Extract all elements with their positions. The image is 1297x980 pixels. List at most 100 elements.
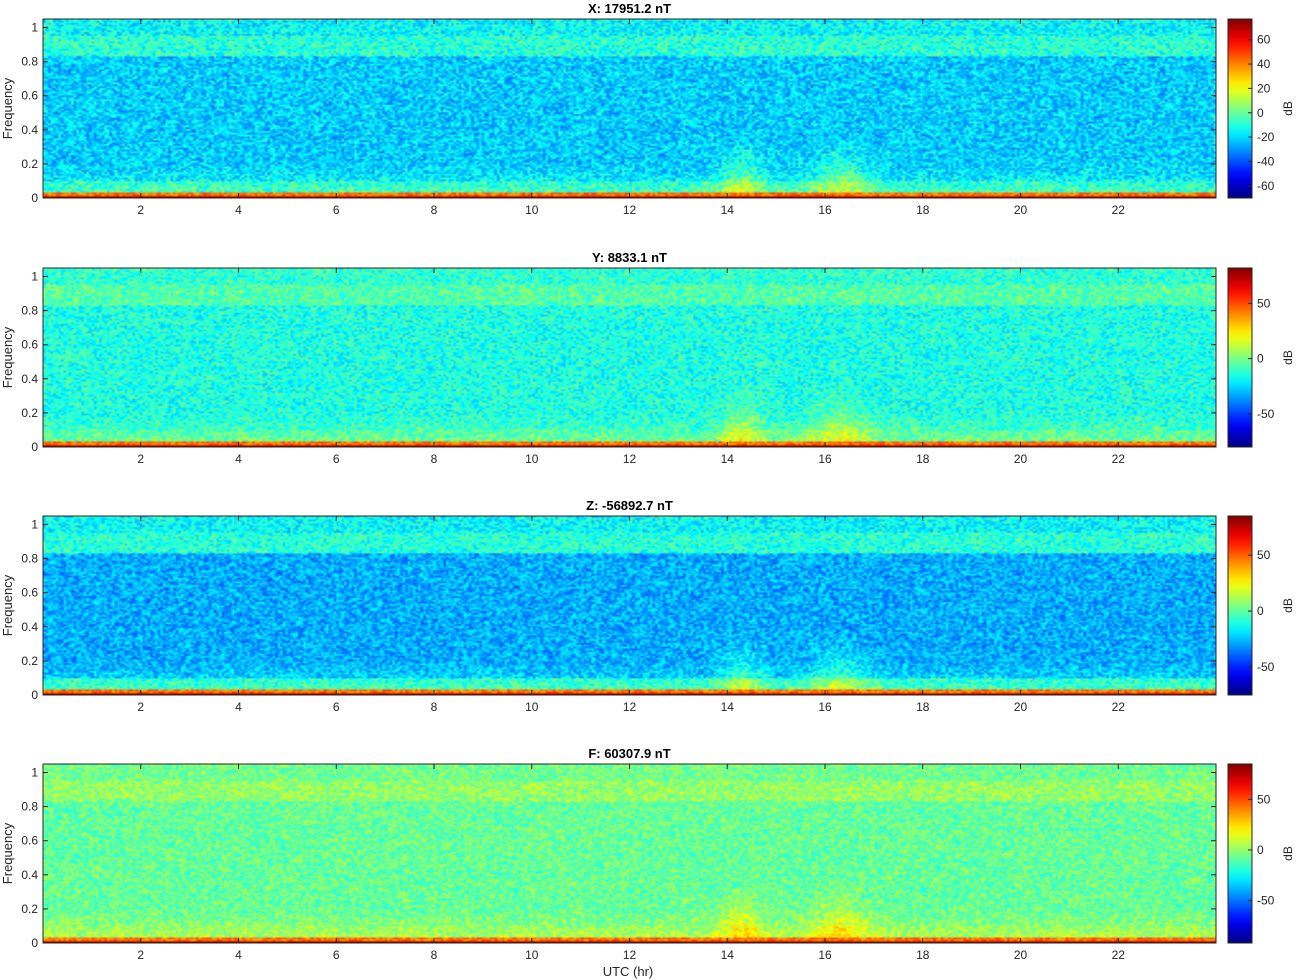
panel-title: F: 60307.9 nT [588, 746, 670, 761]
y-tick-label: 1 [31, 766, 38, 780]
colorbar-tick-label: 60 [1257, 33, 1271, 47]
y-tick-label: 0.6 [21, 834, 38, 848]
colorbar-tick-label: -50 [1257, 407, 1275, 421]
y-tick-label: 1 [31, 21, 38, 35]
x-tick-label: 12 [623, 700, 637, 714]
y-tick-label: 0.6 [21, 338, 38, 352]
x-tick-label: 2 [137, 203, 144, 217]
colorbar-tick-label: 20 [1257, 81, 1271, 95]
y-tick-label: 0.2 [21, 902, 38, 916]
x-tick-label: 10 [525, 203, 539, 217]
y-axis-label: Frequency [0, 822, 15, 884]
x-tick-label: 20 [1014, 700, 1028, 714]
panel-z: Z: -56892.7 nT2 4 6 8 10 12 14 16 18 20 2200.20.40… [0, 498, 1295, 714]
x-tick-label: 22 [1112, 452, 1126, 466]
x-tick-label: 4 [235, 948, 242, 962]
x-tick-label: 2 [137, 700, 144, 714]
x-tick-label: 8 [431, 700, 438, 714]
colorbar-tick-label: 0 [1257, 352, 1264, 366]
y-tick-label: 0 [31, 688, 38, 702]
x-tick-label: 6 [333, 203, 340, 217]
x-tick-label: 4 [235, 452, 242, 466]
colorbar-tick-label: -60 [1257, 179, 1275, 193]
x-tick-label: 16 [818, 948, 832, 962]
y-tick-label: 0 [31, 191, 38, 205]
x-tick-label: 18 [916, 948, 930, 962]
x-tick-label: 4 [235, 700, 242, 714]
y-tick-label: 0.2 [21, 157, 38, 171]
y-tick-label: 0.4 [21, 123, 38, 137]
colorbar-label: dB [1281, 101, 1295, 116]
spectrogram-image [43, 268, 1216, 447]
x-tick-label: 22 [1112, 203, 1126, 217]
y-tick-label: 0.8 [21, 304, 38, 318]
x-tick-label: 12 [623, 948, 637, 962]
x-tick-label: 4 [235, 203, 242, 217]
panel-title: Y: 8833.1 nT [592, 250, 667, 265]
x-tick-label: 16 [818, 700, 832, 714]
x-tick-label: 16 [818, 203, 832, 217]
colorbar-tick-label: -50 [1257, 894, 1275, 908]
panel-x: X: 17951.2 nT2 4 6 8 10 12 14 16 18 20 2200.20.40.… [0, 1, 1295, 217]
x-tick-label: 10 [525, 452, 539, 466]
colorbar-tick-label: 0 [1257, 604, 1264, 618]
x-tick-label: 6 [333, 452, 340, 466]
y-tick-label: 1 [31, 518, 38, 532]
x-tick-label: 18 [916, 452, 930, 466]
panel-y: Y: 8833.1 nT2 4 6 8 10 12 14 16 18 20 2200.20.40.6… [0, 250, 1295, 466]
panel-f: F: 60307.9 nT2 4 6 8 10 12 14 16 18 20 2200.20.40.… [0, 746, 1295, 962]
x-tick-label: 8 [431, 203, 438, 217]
x-tick-label: 14 [721, 700, 735, 714]
x-tick-label: 8 [431, 948, 438, 962]
colorbar-tick-label: -50 [1257, 660, 1275, 674]
x-axis-label: UTC (hr) [603, 964, 654, 979]
y-tick-label: 0.4 [21, 372, 38, 386]
x-tick-label: 20 [1014, 203, 1028, 217]
y-tick-label: 0.2 [21, 406, 38, 420]
x-tick-label: 14 [721, 948, 735, 962]
x-tick-label: 16 [818, 452, 832, 466]
y-axis-label: Frequency [0, 326, 15, 388]
x-tick-label: 2 [137, 452, 144, 466]
y-tick-label: 0.4 [21, 620, 38, 634]
colorbar-tick-label: -20 [1257, 130, 1275, 144]
x-tick-label: 6 [333, 700, 340, 714]
x-tick-label: 20 [1014, 452, 1028, 466]
colorbar [1227, 267, 1253, 448]
x-tick-label: 12 [623, 452, 637, 466]
y-tick-label: 0.6 [21, 586, 38, 600]
colorbar-tick-label: 0 [1257, 843, 1264, 857]
y-axis-label: Frequency [0, 77, 15, 139]
colorbar [1227, 515, 1253, 696]
y-tick-label: 1 [31, 270, 38, 284]
spectrogram-image [43, 516, 1216, 695]
panel-title: X: 17951.2 nT [588, 1, 671, 16]
y-tick-label: 0.6 [21, 89, 38, 103]
colorbar-label: dB [1281, 846, 1295, 861]
spectrogram-image [43, 764, 1216, 943]
colorbar-tick-label: 50 [1257, 296, 1271, 310]
spectrogram-image [43, 19, 1216, 198]
colorbar [1227, 18, 1253, 199]
colorbar-tick-label: 40 [1257, 57, 1271, 71]
y-tick-label: 0 [31, 440, 38, 454]
x-tick-label: 18 [916, 203, 930, 217]
y-tick-label: 0.8 [21, 800, 38, 814]
y-tick-label: 0.8 [21, 55, 38, 69]
colorbar-tick-label: 50 [1257, 792, 1271, 806]
colorbar-tick-label: 0 [1257, 106, 1264, 120]
colorbar-tick-label: 50 [1257, 548, 1271, 562]
x-tick-label: 22 [1112, 948, 1126, 962]
x-tick-label: 10 [525, 700, 539, 714]
x-tick-label: 14 [721, 203, 735, 217]
y-tick-label: 0.2 [21, 654, 38, 668]
x-tick-label: 6 [333, 948, 340, 962]
y-tick-label: 0.8 [21, 552, 38, 566]
x-tick-label: 10 [525, 948, 539, 962]
x-tick-label: 22 [1112, 700, 1126, 714]
x-tick-label: 8 [431, 452, 438, 466]
colorbar-label: dB [1281, 598, 1295, 613]
colorbar-tick-label: -40 [1257, 154, 1275, 168]
colorbar [1227, 763, 1253, 944]
